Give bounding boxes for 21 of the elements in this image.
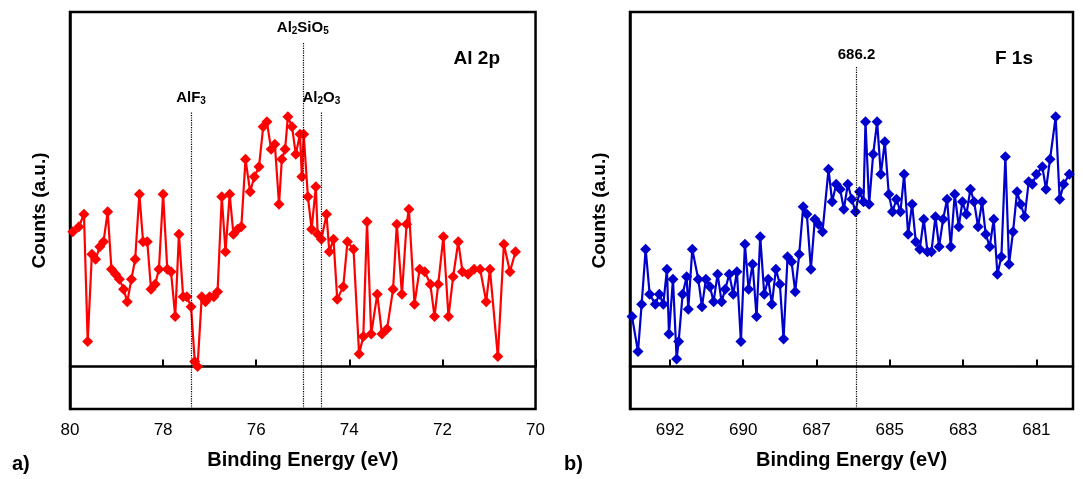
x-tick-label: 78: [153, 420, 173, 439]
ref-line-label: 686.2: [837, 44, 876, 62]
x-tick-label: 74: [339, 420, 359, 439]
x-tick-label: 80: [60, 420, 80, 439]
x-tick-label: 692: [655, 420, 685, 439]
text: a): [12, 452, 30, 474]
x-axis-title: Binding Energy (eV): [207, 448, 399, 470]
text: b): [564, 452, 583, 474]
x-tick-label: 687: [802, 420, 831, 439]
text: Al 2p: [453, 47, 500, 68]
x-tick-label: 681: [1022, 420, 1051, 439]
x-tick-label: 70: [526, 420, 546, 439]
x-tick-label: 685: [875, 420, 904, 439]
x-tick-label: 72: [432, 420, 452, 439]
x-axis-title: Binding Energy (eV): [755, 448, 948, 470]
x-tick-label: 76: [246, 420, 266, 439]
text: F 1s: [994, 47, 1034, 68]
x-tick-label: 683: [948, 420, 978, 439]
y-axis-title: Counts (a.u.): [588, 152, 609, 269]
y-axis-title: Counts (a.u.): [28, 152, 49, 269]
x-tick-label: 690: [729, 420, 758, 439]
